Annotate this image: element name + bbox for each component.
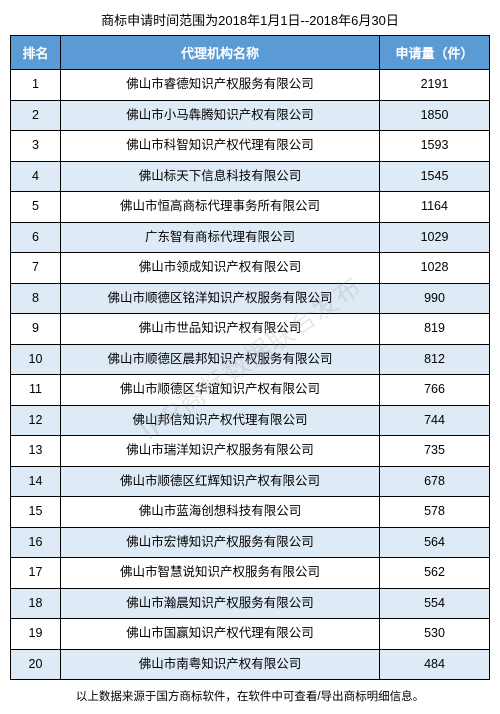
- table-row: 4佛山标天下信息科技有限公司1545: [11, 161, 490, 192]
- table-row: 20佛山市南粤知识产权有限公司484: [11, 649, 490, 680]
- cell-count: 1545: [380, 161, 490, 192]
- table-row: 7佛山市领成知识产权有限公司1028: [11, 253, 490, 284]
- cell-rank: 19: [11, 619, 61, 650]
- cell-name: 佛山市瀚晨知识产权服务有限公司: [61, 588, 380, 619]
- table-row: 8佛山市顺德区铭洋知识产权服务有限公司990: [11, 283, 490, 314]
- cell-name: 佛山市小马犇腾知识产权有限公司: [61, 100, 380, 131]
- table-row: 12佛山邦信知识产权代理有限公司744: [11, 405, 490, 436]
- cell-name: 佛山标天下信息科技有限公司: [61, 161, 380, 192]
- cell-rank: 11: [11, 375, 61, 406]
- cell-name: 佛山市世品知识产权有限公司: [61, 314, 380, 345]
- cell-name: 佛山市国赢知识产权代理有限公司: [61, 619, 380, 650]
- table-row: 18佛山市瀚晨知识产权服务有限公司554: [11, 588, 490, 619]
- cell-rank: 8: [11, 283, 61, 314]
- cell-count: 735: [380, 436, 490, 467]
- cell-count: 1164: [380, 192, 490, 223]
- cell-rank: 12: [11, 405, 61, 436]
- page-title: 商标申请时间范围为2018年1月1日--2018年6月30日: [10, 10, 490, 29]
- table-row: 9佛山市世品知识产权有限公司819: [11, 314, 490, 345]
- cell-name: 佛山市蓝海创想科技有限公司: [61, 497, 380, 528]
- table-row: 10佛山市顺德区晨邦知识产权服务有限公司812: [11, 344, 490, 375]
- cell-rank: 18: [11, 588, 61, 619]
- cell-count: 562: [380, 558, 490, 589]
- cell-name: 佛山市顺德区晨邦知识产权服务有限公司: [61, 344, 380, 375]
- cell-name: 佛山市南粤知识产权有限公司: [61, 649, 380, 680]
- cell-count: 766: [380, 375, 490, 406]
- cell-rank: 4: [11, 161, 61, 192]
- cell-count: 1029: [380, 222, 490, 253]
- cell-name: 佛山市智慧说知识产权服务有限公司: [61, 558, 380, 589]
- cell-name: 佛山市顺德区红辉知识产权有限公司: [61, 466, 380, 497]
- cell-rank: 6: [11, 222, 61, 253]
- table-row: 2佛山市小马犇腾知识产权有限公司1850: [11, 100, 490, 131]
- cell-name: 佛山市顺德区华谊知识产权有限公司: [61, 375, 380, 406]
- ranking-table: 排名 代理机构名称 申请量（件） 1佛山市睿德知识产权服务有限公司21912佛山…: [10, 35, 490, 680]
- cell-count: 812: [380, 344, 490, 375]
- cell-name: 佛山市恒高商标代理事务所有限公司: [61, 192, 380, 223]
- col-header-count: 申请量（件）: [380, 36, 490, 70]
- cell-count: 564: [380, 527, 490, 558]
- cell-count: 578: [380, 497, 490, 528]
- cell-count: 744: [380, 405, 490, 436]
- cell-count: 530: [380, 619, 490, 650]
- table-row: 1佛山市睿德知识产权服务有限公司2191: [11, 70, 490, 101]
- cell-rank: 15: [11, 497, 61, 528]
- cell-name: 佛山市科智知识产权代理有限公司: [61, 131, 380, 162]
- cell-count: 990: [380, 283, 490, 314]
- cell-count: 2191: [380, 70, 490, 101]
- cell-name: 佛山市顺德区铭洋知识产权服务有限公司: [61, 283, 380, 314]
- cell-rank: 7: [11, 253, 61, 284]
- cell-count: 678: [380, 466, 490, 497]
- cell-count: 1593: [380, 131, 490, 162]
- cell-rank: 5: [11, 192, 61, 223]
- cell-name: 佛山市瑞洋知识产权服务有限公司: [61, 436, 380, 467]
- cell-name: 佛山市领成知识产权有限公司: [61, 253, 380, 284]
- table-row: 14佛山市顺德区红辉知识产权有限公司678: [11, 466, 490, 497]
- table-row: 3佛山市科智知识产权代理有限公司1593: [11, 131, 490, 162]
- cell-rank: 20: [11, 649, 61, 680]
- cell-rank: 9: [11, 314, 61, 345]
- col-header-rank: 排名: [11, 36, 61, 70]
- footer-note: 以上数据来源于国方商标软件，在软件中可查看/导出商标明细信息。: [10, 688, 490, 704]
- table-row: 13佛山市瑞洋知识产权服务有限公司735: [11, 436, 490, 467]
- cell-name: 广东智有商标代理有限公司: [61, 222, 380, 253]
- cell-count: 484: [380, 649, 490, 680]
- col-header-name: 代理机构名称: [61, 36, 380, 70]
- cell-count: 1028: [380, 253, 490, 284]
- cell-name: 佛山邦信知识产权代理有限公司: [61, 405, 380, 436]
- table-row: 5佛山市恒高商标代理事务所有限公司1164: [11, 192, 490, 223]
- table-row: 17佛山市智慧说知识产权服务有限公司562: [11, 558, 490, 589]
- cell-rank: 10: [11, 344, 61, 375]
- cell-rank: 2: [11, 100, 61, 131]
- table-header-row: 排名 代理机构名称 申请量（件）: [11, 36, 490, 70]
- table-row: 6广东智有商标代理有限公司1029: [11, 222, 490, 253]
- cell-count: 554: [380, 588, 490, 619]
- table-row: 16佛山市宏博知识产权服务有限公司564: [11, 527, 490, 558]
- cell-name: 佛山市睿德知识产权服务有限公司: [61, 70, 380, 101]
- table-row: 15佛山市蓝海创想科技有限公司578: [11, 497, 490, 528]
- cell-count: 819: [380, 314, 490, 345]
- cell-name: 佛山市宏博知识产权服务有限公司: [61, 527, 380, 558]
- cell-rank: 13: [11, 436, 61, 467]
- cell-rank: 17: [11, 558, 61, 589]
- table-row: 11佛山市顺德区华谊知识产权有限公司766: [11, 375, 490, 406]
- cell-rank: 3: [11, 131, 61, 162]
- cell-rank: 1: [11, 70, 61, 101]
- cell-count: 1850: [380, 100, 490, 131]
- cell-rank: 16: [11, 527, 61, 558]
- cell-rank: 14: [11, 466, 61, 497]
- table-row: 19佛山市国赢知识产权代理有限公司530: [11, 619, 490, 650]
